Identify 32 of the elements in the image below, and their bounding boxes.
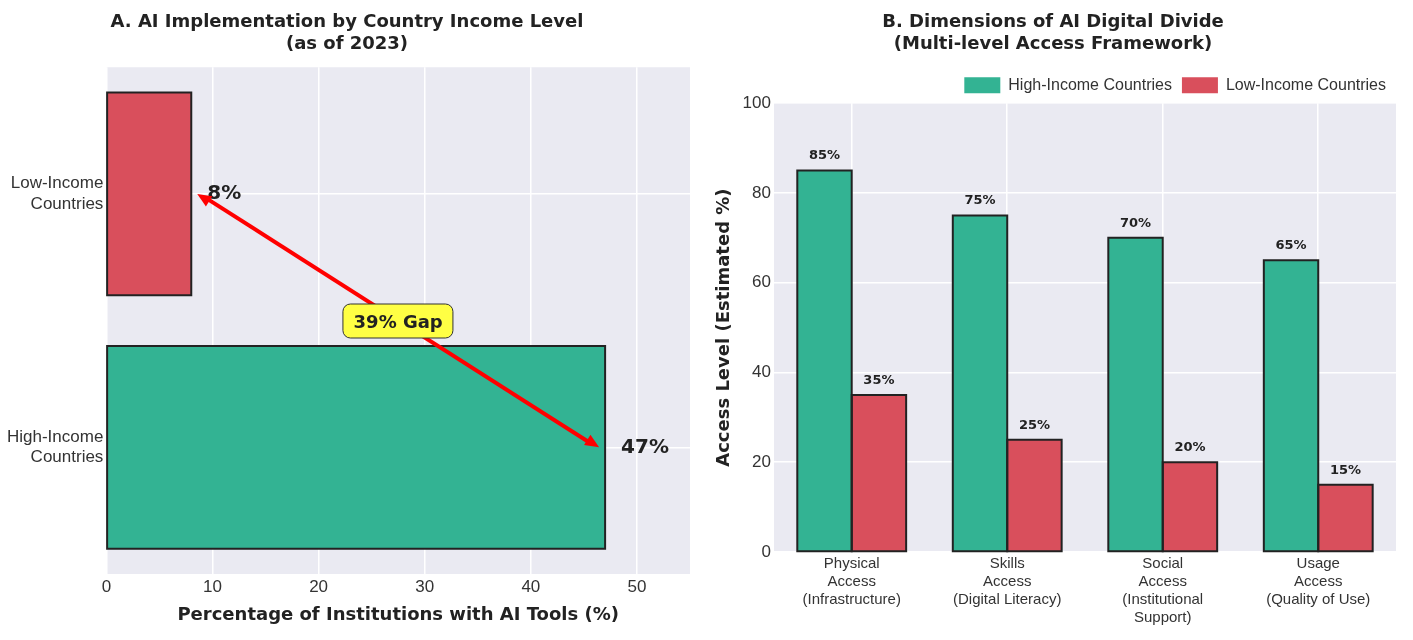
data-label: 65% <box>1275 237 1307 253</box>
y-tick-label: 0 <box>761 541 771 561</box>
x-tick-label: Physical Access (Infrastructure) <box>802 554 901 608</box>
x-tick-label: Skills Access (Digital Literacy) <box>953 554 1062 608</box>
y-tick-label: 20 <box>752 451 771 471</box>
y-tick-label: 100 <box>742 92 771 112</box>
data-label: 15% <box>1329 461 1362 477</box>
x-tick-label: Social Access (Institutional Support) <box>1122 554 1204 626</box>
data-label: 70% <box>1119 214 1152 230</box>
y-tick-label: 60 <box>752 272 771 292</box>
x-tick-label: 20 <box>309 576 329 596</box>
annotation: 39% Gap <box>342 303 454 339</box>
x-tick-label: Usage Access (Quality of Use) <box>1266 554 1371 608</box>
data-label: 35% <box>863 371 895 387</box>
legend-label: Low-Income Countries <box>1225 75 1387 93</box>
x-tick-label: 50 <box>627 576 647 596</box>
y-tick-label: 80 <box>752 182 771 202</box>
data-label: 20% <box>1174 439 1206 455</box>
data-label: 75% <box>964 192 996 208</box>
data-label: 47% <box>621 433 669 458</box>
x-axis-title: Percentage of Institutions with AI Tools (%) <box>177 602 619 624</box>
x-tick-label: 40 <box>521 576 541 596</box>
y-tick-label: 40 <box>752 362 771 382</box>
x-tick-label: 10 <box>203 576 222 596</box>
data-label: 8% <box>207 180 242 205</box>
chart-title: B. Dimensions of AI Digital Divide (Multi-level Access Framework) <box>882 10 1224 54</box>
chart-title: A. AI Implementation by Country Income Level (as of 2023) <box>110 10 584 54</box>
data-label: 85% <box>808 147 841 163</box>
y-axis-title: Access Level (Estimated %) <box>712 188 734 467</box>
data-label: 25% <box>1018 416 1050 432</box>
legend-label: High-Income Countries <box>1008 75 1172 93</box>
x-tick-label: 30 <box>415 576 435 596</box>
